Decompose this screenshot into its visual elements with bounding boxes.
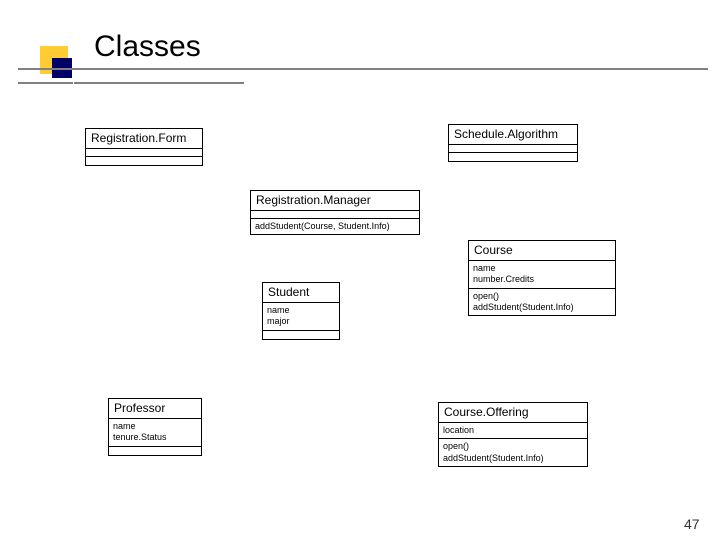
slide-title: Classes xyxy=(94,30,201,64)
uml-class-name: Registration.Manager xyxy=(251,191,419,211)
uml-class-attributes xyxy=(449,145,577,153)
slide-canvas: Classes Registration.Form Schedule.Algor… xyxy=(0,0,720,540)
rule-segment xyxy=(18,68,708,70)
uml-class: Student namemajor xyxy=(262,282,340,340)
uml-class: Registration.Manager addStudent(Course, … xyxy=(250,190,420,235)
uml-class-operations xyxy=(109,447,201,455)
uml-class-attributes: namemajor xyxy=(263,303,339,331)
uml-class: Course.Offering location open()addStuden… xyxy=(438,402,588,467)
uml-class-name: Course xyxy=(469,241,615,261)
uml-class-name: Registration.Form xyxy=(86,129,202,149)
uml-class-operations: open()addStudent(Student.Info) xyxy=(469,289,615,316)
uml-class-name: Professor xyxy=(109,399,201,419)
uml-class-attributes: location xyxy=(439,423,587,439)
uml-class: Registration.Form xyxy=(85,128,203,166)
uml-class-operations: addStudent(Course, Student.Info) xyxy=(251,219,419,234)
uml-class-operations xyxy=(263,331,339,339)
uml-class-operations xyxy=(449,153,577,161)
uml-class-name: Schedule.Algorithm xyxy=(449,125,577,145)
uml-class-attributes: nametenure.Status xyxy=(109,419,201,447)
uml-class: Course namenumber.Credits open()addStude… xyxy=(468,240,616,316)
uml-class: Professor nametenure.Status xyxy=(108,398,202,456)
rule-segment xyxy=(18,82,73,84)
uml-class-name: Course.Offering xyxy=(439,403,587,423)
uml-class-attributes: namenumber.Credits xyxy=(469,261,615,289)
rule-segment xyxy=(74,82,244,84)
uml-class-attributes xyxy=(86,149,202,157)
uml-class: Schedule.Algorithm xyxy=(448,124,578,162)
page-number: 47 xyxy=(684,516,700,532)
uml-class-name: Student xyxy=(263,283,339,303)
uml-class-attributes xyxy=(251,211,419,219)
uml-class-operations: open()addStudent(Student.Info) xyxy=(439,439,587,466)
uml-class-operations xyxy=(86,157,202,165)
